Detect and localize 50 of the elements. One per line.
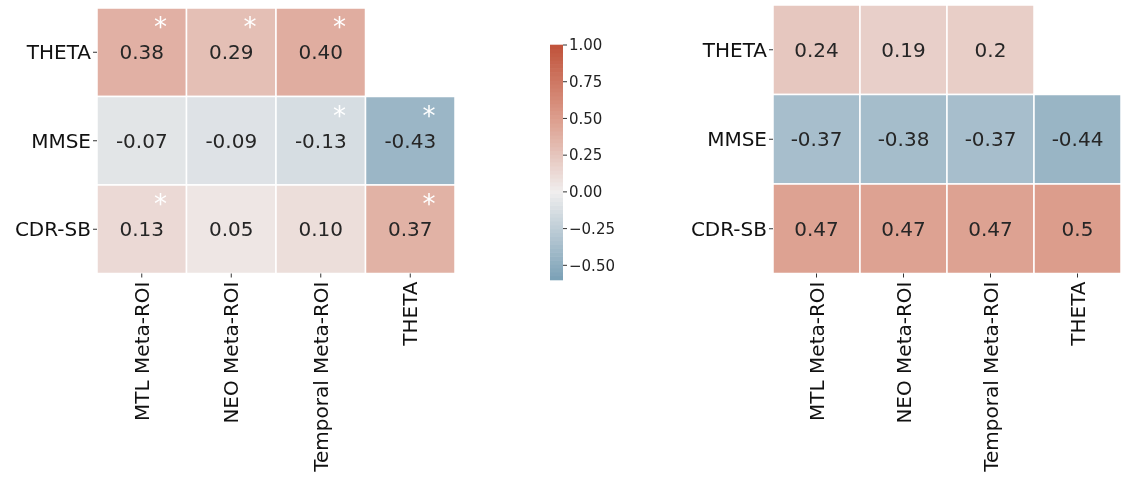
- color-bar-label: 0.25: [569, 146, 603, 165]
- y-tick-label: CDR-SB: [14, 217, 91, 242]
- data-label: 0.2: [974, 37, 1007, 62]
- color-bar-label: 0.50: [569, 109, 603, 128]
- x-tick-label: NEO Meta-ROI: [219, 281, 244, 424]
- annotation: *: [333, 100, 346, 131]
- color-bar-label: 0.75: [569, 72, 603, 91]
- color-bar-label: 0.00: [569, 183, 603, 202]
- annotation: *: [422, 100, 436, 131]
- x-tick-label: Temporal Meta-ROI: [308, 281, 333, 473]
- annotation: *: [422, 189, 436, 219]
- data-label: 0.10: [298, 217, 344, 242]
- y-tick-label: MMSE: [31, 128, 91, 153]
- x-tick-label: Temporal Meta-ROI: [978, 281, 1003, 473]
- annotation: *: [154, 12, 167, 42]
- annotation: *: [333, 12, 346, 42]
- data-label: 0.47: [794, 216, 839, 241]
- y-tick-label: THETA: [701, 37, 768, 62]
- data-label: -0.37: [964, 127, 1017, 152]
- x-tick-label: THETA: [398, 281, 423, 347]
- data-label: -0.44: [1051, 127, 1104, 152]
- x-tick-label: MTL Meta-ROI: [129, 281, 154, 421]
- data-label: 0.19: [881, 37, 926, 62]
- annotation: *: [243, 12, 257, 42]
- data-label: -0.07: [115, 128, 168, 153]
- y-tick-label: CDR-SB: [690, 216, 767, 241]
- data-label: 0.13: [119, 217, 165, 242]
- x-tick-label: NEO Meta-ROI: [891, 281, 916, 424]
- data-label: 0.40: [298, 40, 344, 65]
- data-label: 0.37: [387, 217, 433, 242]
- data-label: -0.37: [790, 127, 843, 152]
- data-label: 0.29: [208, 40, 254, 65]
- annotation: *: [154, 189, 167, 219]
- data-label: 0.5: [1061, 216, 1094, 241]
- data-label: 0.47: [881, 216, 926, 241]
- data-label: -0.09: [205, 128, 258, 153]
- data-label: -0.13: [294, 128, 347, 153]
- color-bar-label: −0.25: [569, 219, 615, 238]
- data-label: -0.38: [877, 127, 930, 152]
- y-tick-label: MMSE: [707, 127, 767, 152]
- data-label: 0.47: [968, 216, 1013, 241]
- color-bar-label: −0.50: [569, 256, 615, 275]
- data-label: -0.43: [384, 128, 437, 153]
- y-tick-label: THETA: [25, 40, 92, 65]
- color-bar-label: 1.00: [569, 36, 603, 55]
- data-label: 0.24: [794, 37, 839, 62]
- data-label: 0.05: [208, 217, 254, 242]
- x-tick-label: MTL Meta-ROI: [804, 281, 829, 421]
- x-tick-label: THETA: [1065, 281, 1090, 347]
- data-label: 0.38: [119, 40, 165, 65]
